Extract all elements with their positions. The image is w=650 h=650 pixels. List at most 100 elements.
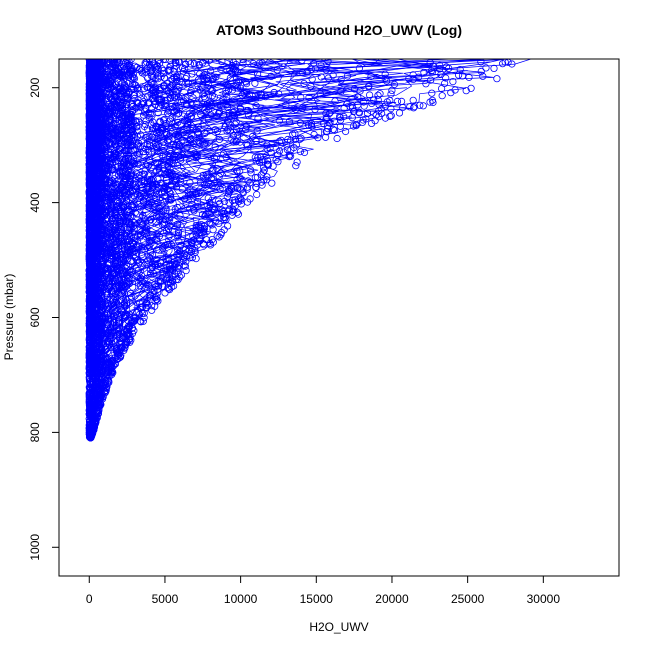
- data-point: [257, 178, 265, 186]
- data-point: [139, 220, 147, 228]
- data-point: [209, 165, 217, 173]
- data-point: [97, 292, 105, 300]
- data-point: [153, 230, 161, 238]
- data-point: [124, 278, 132, 286]
- data-point: [173, 106, 181, 114]
- data-point: [254, 114, 262, 123]
- data-point: [160, 115, 169, 124]
- data-point: [98, 164, 106, 172]
- data-point: [157, 259, 165, 267]
- data-point: [223, 193, 231, 201]
- data-point: [111, 184, 119, 192]
- data-point: [85, 406, 93, 415]
- data-point: [224, 82, 232, 90]
- data-point: [228, 86, 237, 94]
- data-point: [94, 275, 102, 283]
- data-point: [114, 202, 122, 210]
- data-point: [224, 103, 232, 111]
- data-point: [368, 99, 376, 108]
- data-point: [90, 229, 98, 237]
- data-point: [106, 177, 114, 185]
- data-point: [130, 159, 138, 168]
- data-point: [111, 301, 119, 309]
- data-point: [136, 218, 144, 226]
- data-point: [87, 361, 95, 369]
- data-point: [258, 59, 266, 67]
- data-point: [199, 171, 207, 179]
- data-point: [254, 154, 262, 162]
- data-point: [137, 318, 145, 326]
- data-point: [397, 97, 406, 106]
- data-point: [112, 347, 120, 355]
- data-point: [89, 328, 98, 336]
- data-point: [275, 117, 283, 125]
- data-point: [153, 159, 161, 167]
- data-point: [86, 153, 94, 161]
- data-point: [118, 114, 126, 122]
- data-point: [135, 150, 143, 158]
- data-point: [107, 102, 116, 110]
- data-point: [158, 100, 166, 109]
- data-point: [100, 157, 108, 165]
- data-point: [159, 207, 167, 215]
- data-point: [253, 127, 261, 135]
- data-point: [183, 72, 191, 81]
- data-point: [140, 179, 148, 187]
- data-point: [179, 129, 187, 137]
- data-point: [263, 160, 271, 168]
- data-point: [243, 107, 251, 115]
- data-point: [104, 347, 112, 355]
- data-point: [234, 210, 242, 218]
- data-point: [286, 152, 295, 160]
- data-point: [111, 258, 119, 266]
- data-point: [152, 64, 160, 72]
- data-point: [231, 202, 239, 210]
- data-point: [108, 214, 117, 222]
- data-point: [303, 68, 311, 76]
- data-point: [102, 221, 110, 230]
- data-point: [93, 135, 101, 143]
- data-point: [115, 90, 123, 98]
- data-point: [238, 91, 246, 99]
- data-point: [111, 153, 119, 161]
- data-point: [156, 117, 164, 125]
- data-point: [405, 75, 413, 83]
- data-point: [87, 433, 95, 441]
- data-point: [112, 100, 120, 109]
- data-point: [122, 172, 131, 180]
- data-point: [173, 183, 181, 191]
- data-point: [296, 119, 304, 127]
- data-point: [99, 329, 107, 337]
- data-point: [117, 220, 125, 228]
- data-point: [171, 205, 179, 213]
- data-point: [130, 90, 139, 99]
- data-point: [263, 145, 271, 153]
- data-point: [110, 148, 118, 156]
- data-point: [118, 118, 126, 127]
- data-point: [93, 237, 101, 245]
- data-point: [123, 299, 131, 307]
- data-point: [177, 241, 185, 249]
- data-point: [94, 260, 102, 268]
- data-point: [166, 158, 174, 166]
- data-point: [251, 153, 259, 161]
- data-point: [98, 319, 106, 327]
- data-point: [283, 141, 291, 149]
- data-point: [110, 140, 118, 148]
- data-point: [215, 219, 223, 227]
- data-point: [126, 266, 134, 274]
- data-point: [121, 343, 129, 351]
- data-point: [211, 126, 219, 134]
- data-point: [138, 243, 146, 251]
- data-point: [183, 143, 191, 152]
- data-point: [160, 138, 168, 146]
- data-point: [169, 278, 177, 286]
- data-point: [352, 122, 360, 130]
- data-point: [87, 80, 95, 88]
- data-point: [85, 86, 93, 95]
- data-point: [291, 105, 300, 114]
- data-point: [186, 60, 194, 68]
- data-point: [174, 268, 182, 277]
- data-point: [121, 179, 129, 187]
- data-point: [85, 117, 94, 126]
